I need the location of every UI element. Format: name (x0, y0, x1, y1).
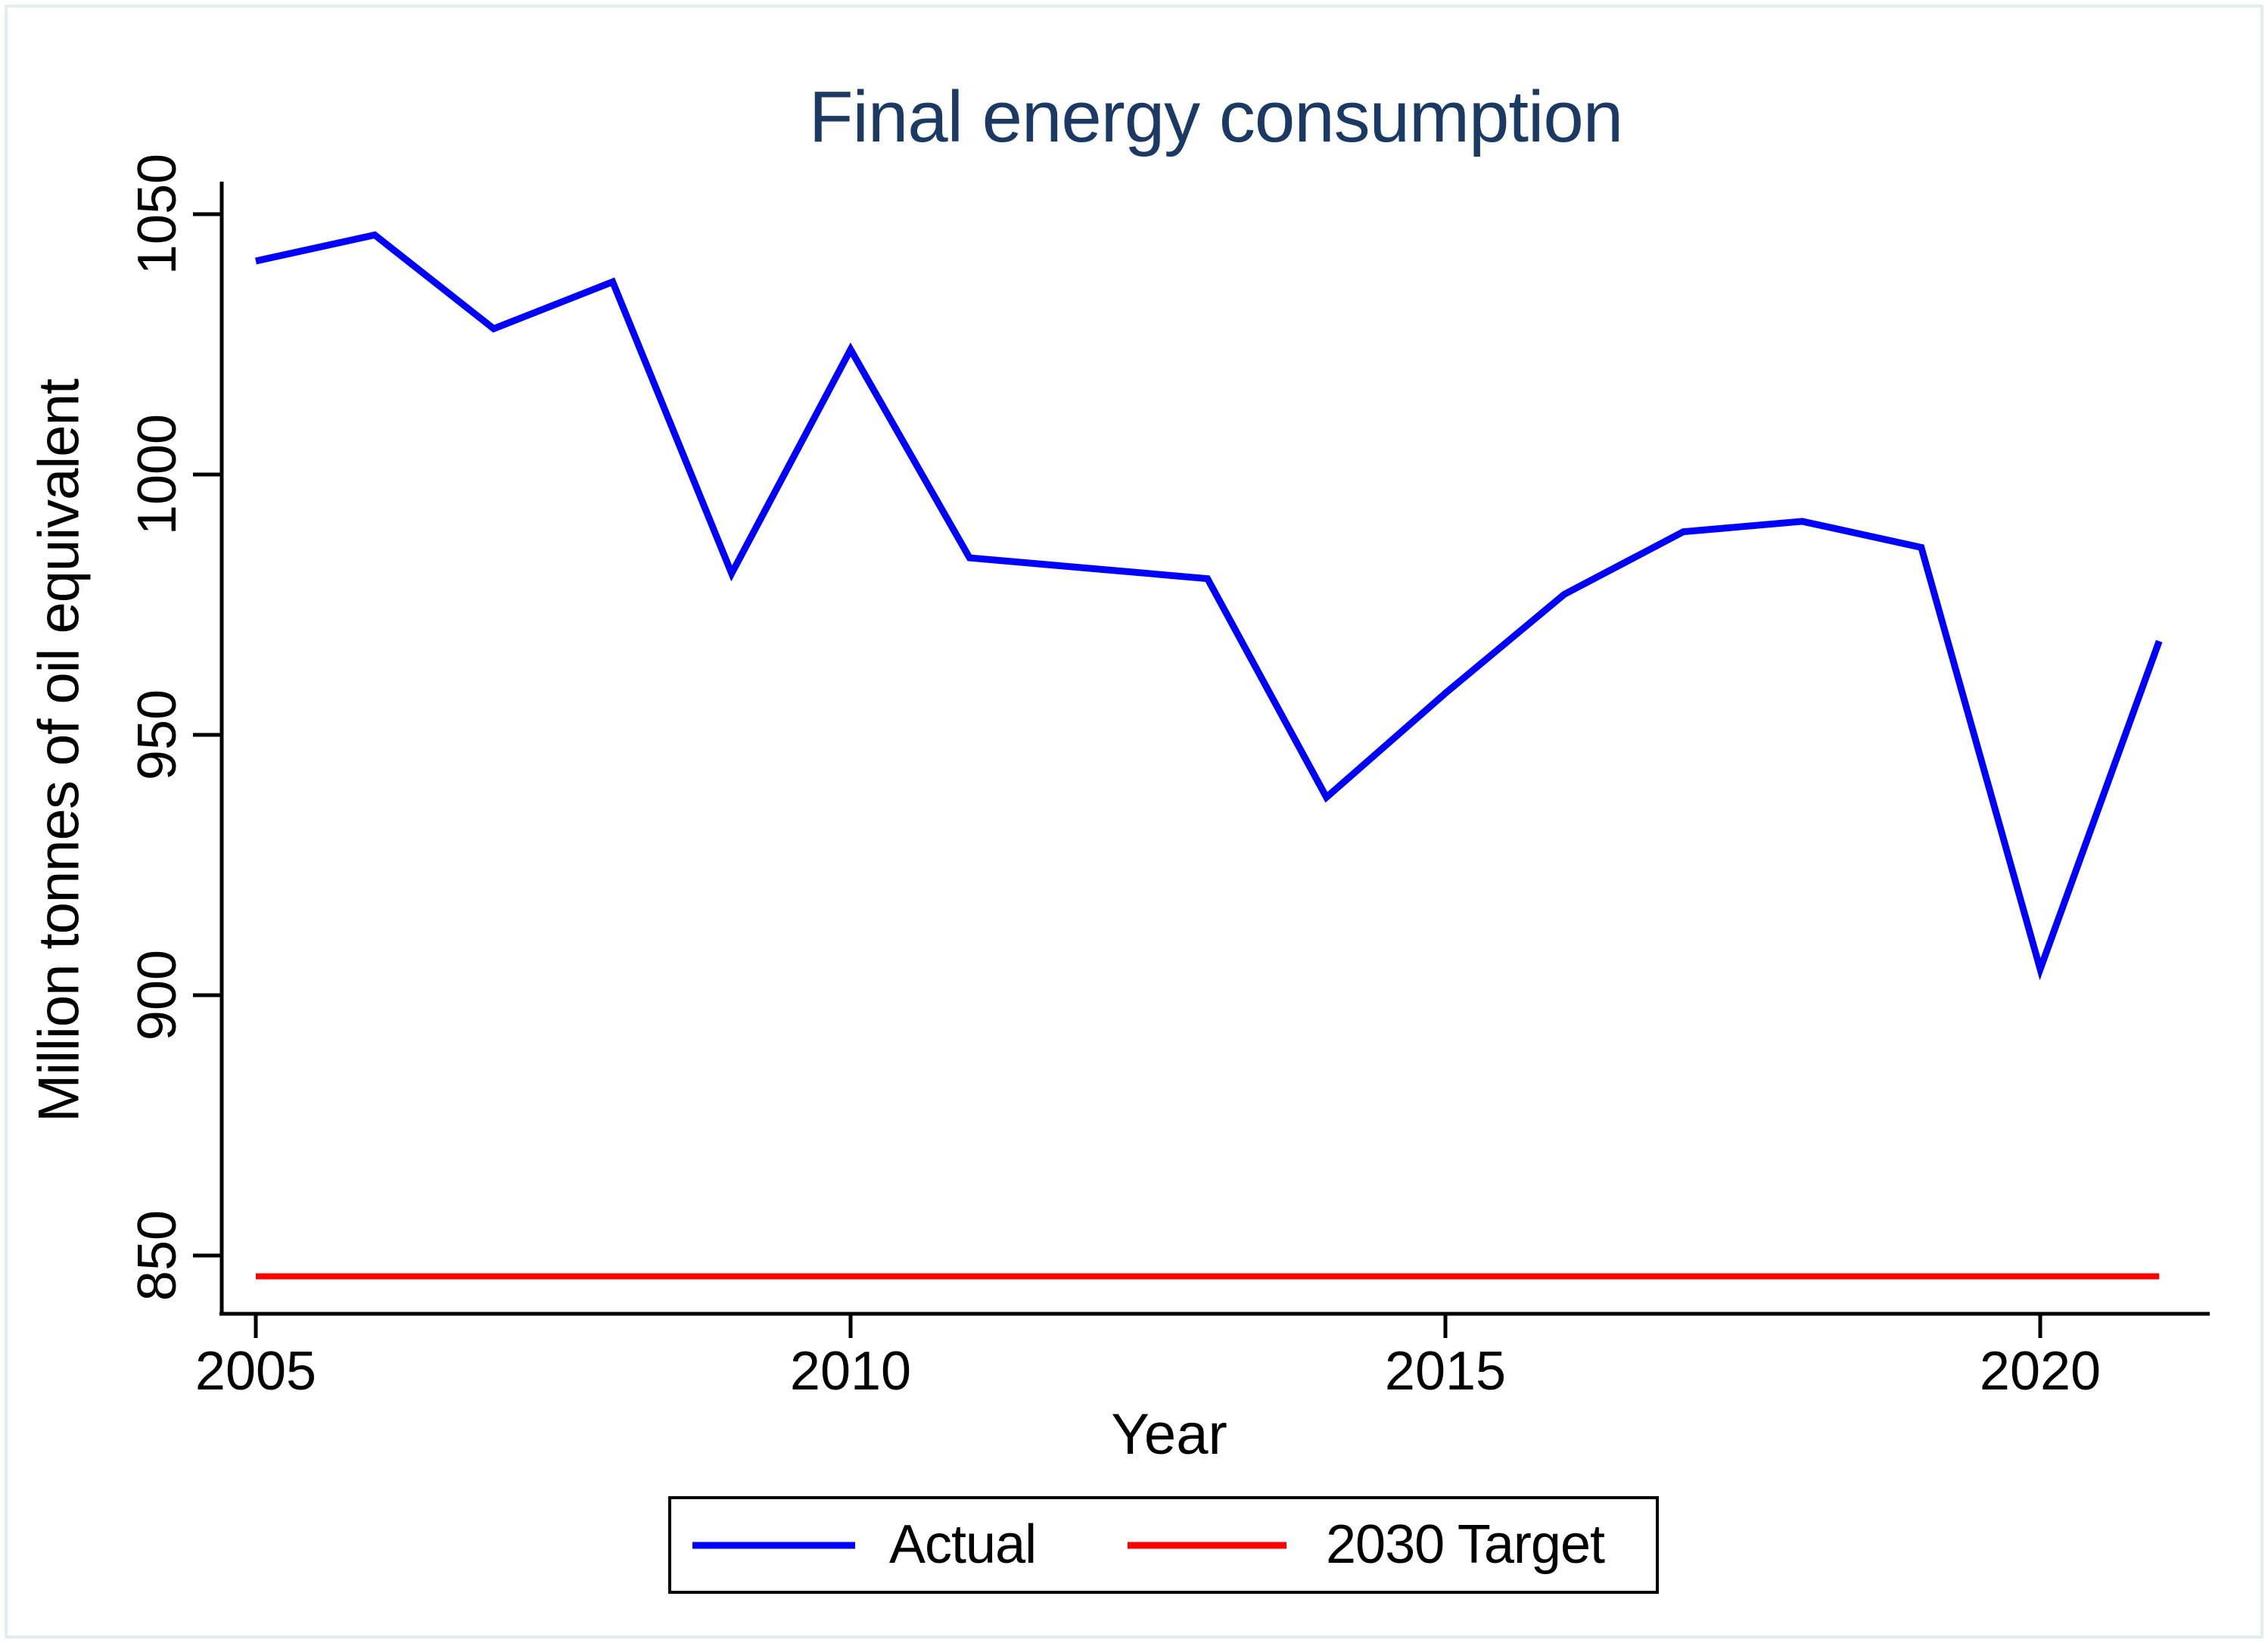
y-tick-label: 900 (127, 950, 188, 1041)
legend: Actual 2030 Target (668, 1496, 1659, 1594)
y-tick-label: 850 (127, 1210, 188, 1301)
y-tick-label: 1000 (127, 414, 188, 535)
x-tick-label: 2020 (1980, 1341, 2101, 1402)
x-tick-label: 2005 (195, 1341, 316, 1402)
actual-line (255, 231, 2163, 981)
y-tick-label: 1050 (127, 154, 188, 275)
legend-label-actual: Actual (889, 1514, 1037, 1575)
legend-swatch-actual-line (692, 1542, 855, 1548)
legend-label-target: 2030 Target (1326, 1514, 1605, 1575)
x-tick-label: 2010 (790, 1341, 911, 1402)
legend-swatch-target-line (1128, 1542, 1286, 1548)
y-tick-label: 950 (127, 689, 188, 780)
x-tick-label: 2015 (1385, 1341, 1506, 1402)
chart-title: Final energy consumption (808, 76, 1623, 157)
x-axis-title: Year (1111, 1402, 1227, 1467)
